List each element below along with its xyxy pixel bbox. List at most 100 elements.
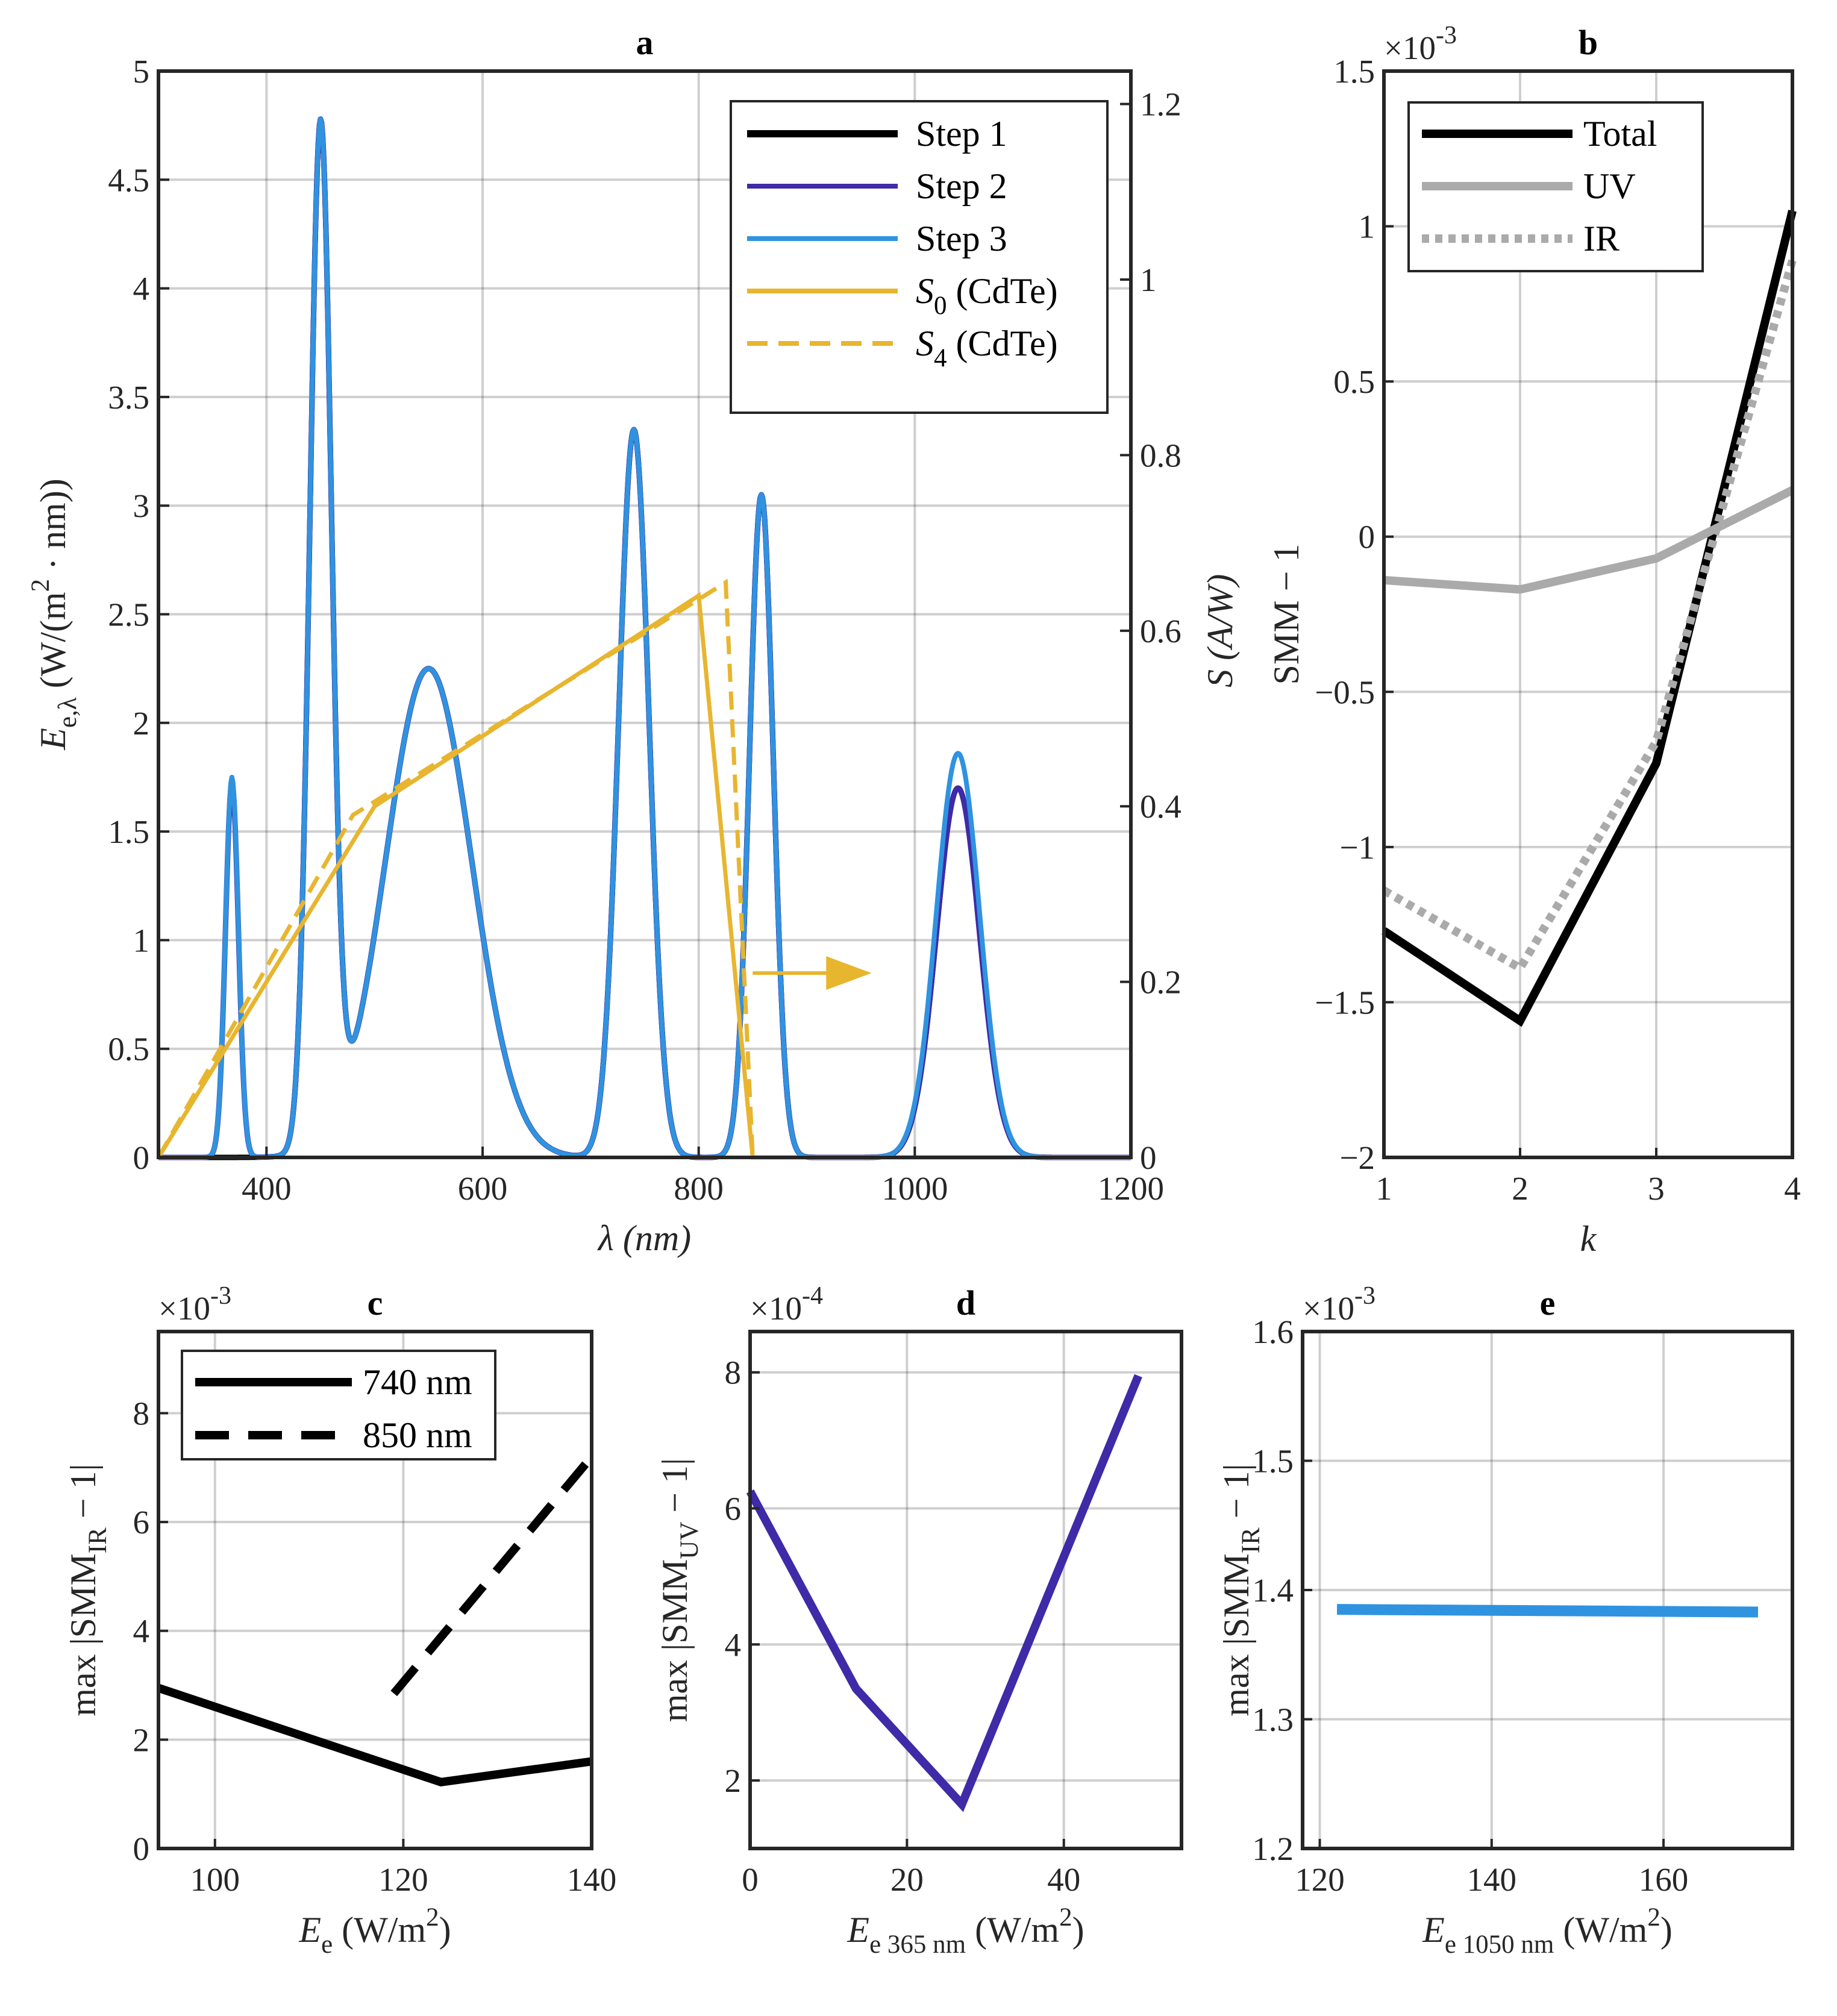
- legend-box: [181, 1350, 496, 1460]
- y-tick-label: 2: [133, 1721, 150, 1758]
- y-tick-label: 0.5: [108, 1031, 149, 1068]
- panel-d-frame: [748, 1330, 1183, 1850]
- y-tick-label: 6: [725, 1491, 742, 1527]
- y-tick-label: 0: [1359, 519, 1375, 556]
- legend-label: Step 1: [916, 114, 1007, 154]
- y-right-tick-label: 0.4: [1140, 788, 1181, 825]
- y-tick-label: 8: [725, 1354, 742, 1391]
- y-tick-label: 6: [133, 1504, 150, 1541]
- x-tick-label: 20: [890, 1861, 924, 1898]
- y-tick-label: 3: [133, 487, 150, 524]
- y-right-tick-label: 1: [1140, 261, 1157, 298]
- y-tick-label: 1.6: [1252, 1313, 1294, 1350]
- x-tick-label: 1200: [1098, 1170, 1164, 1207]
- x-axis-label: λ (nm): [597, 1218, 691, 1258]
- x-tick-label: 100: [190, 1861, 240, 1898]
- y-tick-label: 0: [133, 1830, 150, 1867]
- x-tick-label: 140: [567, 1861, 617, 1898]
- legend-box: [730, 100, 1109, 414]
- y-axis-label: SMM − 1: [1266, 544, 1306, 685]
- y-tick-label: 1.3: [1252, 1701, 1294, 1738]
- legend-label: IR: [1583, 219, 1620, 258]
- panel-c: 100 120 140 0 2 4 6 8 c ×10-3 Ee (W/m2) max |SMMIR …: [63, 1282, 616, 1959]
- y-right-tick-label: 0.8: [1140, 437, 1181, 474]
- y-tick-label: 4: [133, 271, 150, 307]
- x-axis-label: Ee 1050 nm (W/m2): [1422, 1903, 1673, 1959]
- y-tick-label: 4.5: [108, 161, 149, 198]
- y-tick-label: 0.5: [1333, 363, 1375, 400]
- x-tick-label: 400: [242, 1170, 292, 1207]
- x-tick-label: 0: [742, 1861, 759, 1898]
- axis-multiplier: ×10-4: [750, 1282, 823, 1327]
- x-tick-label: 40: [1047, 1861, 1080, 1898]
- y-axis-label: max |SMMIR − 1|: [63, 1463, 112, 1716]
- legend-label: Step 2: [916, 166, 1007, 206]
- y-tick-label: −1.5: [1315, 984, 1375, 1021]
- legend-label: Total: [1583, 114, 1657, 154]
- legend-label: S4 (CdTe): [916, 324, 1058, 372]
- series-uv-line: [1383, 486, 1795, 594]
- series-ir-line: [1336, 1604, 1759, 1618]
- legend: Step 1 Step 2 Step 3 S0 (CdTe)S4 (CdTe): [730, 100, 1109, 414]
- x-tick-label: 2: [1512, 1170, 1529, 1207]
- y-axis-label-left: Ee,λ (W/(m2 · nm)): [27, 478, 82, 750]
- series-uv-line: [746, 1374, 1142, 1812]
- x-tick-label: 3: [1648, 1170, 1665, 1207]
- x-tick-label: 1000: [881, 1170, 948, 1207]
- axis-multiplier: ×10-3: [1303, 1282, 1375, 1327]
- y-tick-label: 0: [133, 1139, 150, 1176]
- x-tick-label: 120: [1295, 1861, 1345, 1898]
- x-tick-label: 600: [458, 1170, 508, 1207]
- x-tick-label: 120: [378, 1861, 428, 1898]
- legend: 740 nm 850 nm: [181, 1350, 496, 1460]
- x-axis-label: Ee 365 nm (W/m2): [847, 1903, 1084, 1959]
- y-right-tick-label: 0: [1140, 1139, 1157, 1176]
- y-tick-label: 4: [725, 1626, 742, 1663]
- y-right-tick-label: 0.2: [1140, 964, 1181, 1001]
- axis-multiplier: ×10-3: [158, 1282, 231, 1327]
- y-tick-label: 2.5: [108, 596, 149, 633]
- legend: Total UV IR: [1407, 101, 1704, 272]
- y-tick-label: 1: [133, 922, 150, 959]
- y-tick-label: −0.5: [1315, 674, 1375, 710]
- series-step3-line: [157, 116, 1133, 1160]
- y-tick-label: 4: [133, 1613, 150, 1650]
- panel-a: 400 600 800 1000 120000.511.522.533.544.5500…: [27, 23, 1240, 1258]
- y-axis-label: max |SMMUV − 1|: [655, 1458, 704, 1722]
- legend-label: 740 nm: [363, 1362, 472, 1402]
- y-tick-label: 1.5: [1333, 53, 1375, 90]
- panel-c-frame: [157, 1330, 593, 1850]
- y-tick-label: 2: [133, 705, 150, 742]
- legend-label: S0 (CdTe): [916, 271, 1058, 320]
- x-axis-label: Ee (W/m2): [298, 1903, 451, 1959]
- panel-title: b: [1579, 23, 1598, 62]
- panel-b: 1 2 3 4 −2 −1.5 −1 −0.5 0 0.5 1 1.5 b ×10-3 k SMM − 1 To…: [1266, 22, 1801, 1259]
- y-tick-label: 2: [725, 1762, 742, 1799]
- panel-title: d: [956, 1283, 975, 1323]
- y-tick-label: 1.4: [1252, 1572, 1294, 1609]
- x-axis-label: k: [1580, 1219, 1597, 1259]
- y-tick-label: 1.5: [108, 813, 149, 850]
- x-tick-label: 140: [1467, 1861, 1517, 1898]
- legend-label: Step 3: [916, 219, 1007, 258]
- y-tick-label: 3.5: [108, 379, 149, 416]
- y-axis-label: max |SMMIR − 1|: [1216, 1463, 1265, 1716]
- series-740-nm-line: [157, 1683, 592, 1786]
- axis-multiplier: ×10-3: [1384, 22, 1457, 66]
- y-tick-label: 1: [1359, 208, 1375, 245]
- panel-b-frame: [1382, 69, 1794, 1159]
- y-tick-label: −1: [1339, 829, 1375, 866]
- series-total-line: [1382, 210, 1797, 1027]
- x-tick-label: 800: [674, 1170, 724, 1207]
- y-right-tick-label: 1.2: [1140, 86, 1181, 123]
- y-tick-label: 1.2: [1252, 1830, 1294, 1867]
- panel-title: a: [636, 23, 654, 62]
- panel-e: 120 140 160 1.2 1.3 1.4 1.5 1.6 e ×10-3 Ee 1050 nm…: [1216, 1282, 1794, 1959]
- panel-title: c: [368, 1283, 383, 1323]
- panel-d: 0 20 40 2 4 6 8 d ×10-4 Ee 365 nm (W/m2) max |SMMU…: [655, 1282, 1183, 1959]
- y-right-tick-label: 0.6: [1140, 613, 1181, 650]
- x-tick-label: 160: [1639, 1861, 1689, 1898]
- x-tick-label: 1: [1375, 1170, 1392, 1207]
- x-tick-label: 4: [1784, 1170, 1801, 1207]
